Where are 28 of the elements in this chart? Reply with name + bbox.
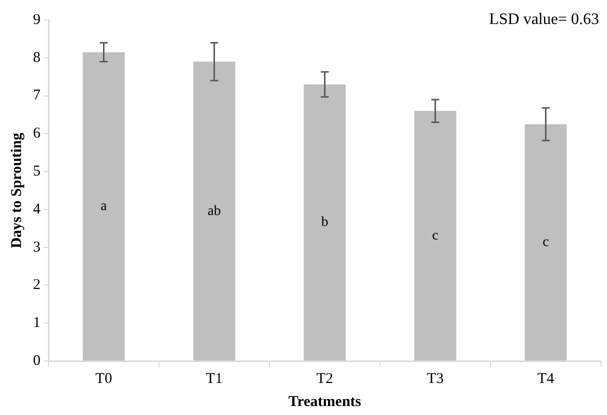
y-axis-title: Days to Sprouting [8, 132, 25, 248]
y-tick-label: 6 [33, 126, 41, 142]
bar [82, 52, 125, 360]
x-tick-label: T4 [537, 370, 555, 387]
annotation: ab [208, 204, 221, 219]
annotation: LSD value= 0.63 [489, 11, 599, 28]
y-tick-label: 2 [33, 277, 40, 294]
y-tick-label: 8 [33, 50, 40, 66]
y-tick-label: 3 [33, 239, 40, 256]
x-tick-label: T0 [95, 370, 112, 387]
y-tick-label: 9 [33, 12, 40, 28]
bar [414, 110, 456, 360]
bar [524, 124, 567, 360]
y-tick-label: 7 [33, 88, 41, 104]
x-tick-label: T1 [206, 370, 223, 387]
y-tick-label: 4 [33, 201, 41, 218]
bar [304, 84, 346, 360]
annotation: c [542, 235, 549, 250]
x-tick-label: T3 [426, 370, 444, 387]
y-tick-label: 0 [33, 352, 40, 369]
bar [193, 62, 236, 360]
y-tick-label: 5 [33, 163, 40, 180]
annotation: b [321, 215, 328, 230]
y-tick-label: 1 [33, 315, 40, 332]
x-tick-label: T2 [316, 370, 334, 387]
x-axis-title: Treatments [288, 394, 362, 410]
annotation: c [432, 228, 438, 244]
annotation: a [100, 199, 108, 214]
